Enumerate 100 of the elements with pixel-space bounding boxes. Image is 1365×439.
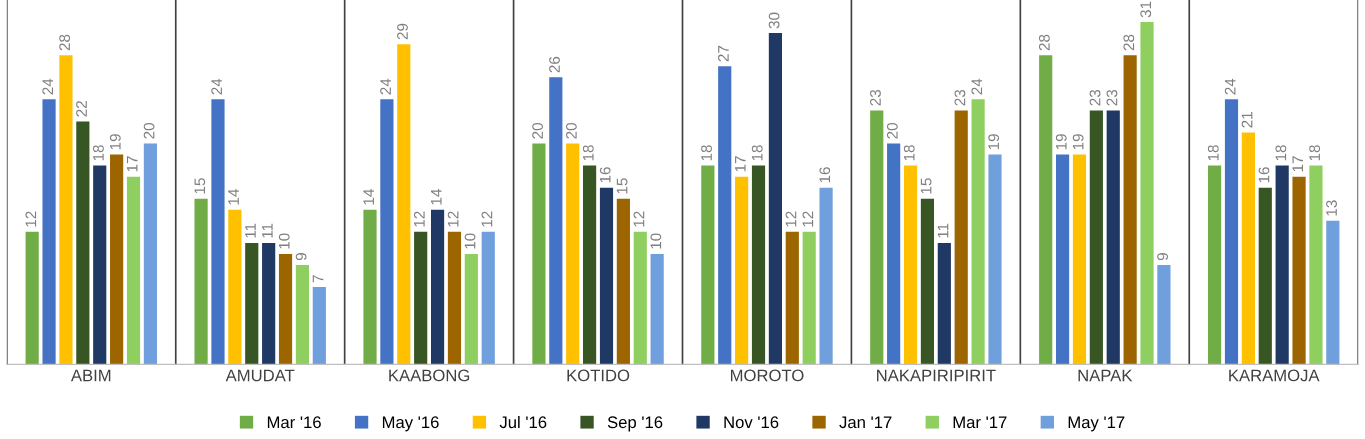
legend-label: Jul '16 bbox=[499, 415, 547, 429]
bar bbox=[887, 143, 901, 365]
bar bbox=[295, 265, 310, 365]
data-label: 20 bbox=[565, 122, 577, 139]
x-tick-label: NAPAK bbox=[1078, 369, 1133, 382]
data-label: 15 bbox=[194, 178, 206, 194]
bar bbox=[988, 154, 1002, 365]
data-label: 15 bbox=[616, 178, 628, 194]
data-label: 12 bbox=[413, 211, 425, 227]
bar bbox=[380, 99, 394, 365]
data-label: 28 bbox=[1123, 34, 1135, 51]
data-label: 12 bbox=[785, 211, 797, 227]
data-label: 9 bbox=[295, 253, 307, 261]
legend-label: Jan '17 bbox=[839, 416, 892, 429]
data-label: 23 bbox=[870, 89, 881, 106]
bar bbox=[819, 187, 833, 365]
bar bbox=[1157, 265, 1171, 365]
data-label: 18 bbox=[1309, 145, 1321, 161]
data-label: 24 bbox=[380, 78, 391, 95]
bar bbox=[937, 242, 951, 365]
bar bbox=[397, 44, 411, 365]
bar bbox=[1309, 165, 1323, 365]
data-label: 18 bbox=[751, 145, 763, 161]
bar bbox=[194, 198, 208, 365]
bar bbox=[1039, 55, 1053, 365]
data-label: 19 bbox=[988, 134, 1000, 150]
data-label: 17 bbox=[735, 156, 746, 172]
data-label: 24 bbox=[211, 78, 222, 95]
data-label: 18 bbox=[582, 145, 594, 161]
bar bbox=[802, 231, 816, 365]
bar bbox=[549, 77, 563, 365]
data-label: 20 bbox=[143, 122, 155, 139]
bar bbox=[971, 99, 985, 365]
data-label: 11 bbox=[262, 223, 273, 238]
bar bbox=[126, 176, 141, 365]
bar bbox=[903, 165, 918, 365]
bar bbox=[414, 231, 428, 365]
bar bbox=[76, 121, 90, 365]
bar bbox=[633, 231, 647, 365]
bar bbox=[25, 231, 39, 365]
bar bbox=[1208, 165, 1222, 365]
data-label: 10 bbox=[278, 233, 290, 249]
bar bbox=[363, 209, 377, 365]
data-label: 7 bbox=[312, 275, 324, 283]
bar bbox=[1072, 154, 1087, 365]
bar bbox=[768, 33, 782, 365]
data-label: 28 bbox=[59, 34, 71, 51]
bar bbox=[262, 242, 276, 365]
data-label: 11 bbox=[937, 223, 949, 238]
x-tick-label: KAABONG bbox=[389, 369, 470, 382]
bar bbox=[1106, 110, 1120, 365]
data-label: 26 bbox=[549, 56, 560, 73]
bar bbox=[532, 143, 546, 365]
data-label: 12 bbox=[447, 211, 459, 227]
data-label: 16 bbox=[599, 167, 611, 183]
bar bbox=[1055, 154, 1070, 365]
bar bbox=[447, 231, 462, 365]
bar bbox=[93, 165, 107, 365]
bar bbox=[245, 242, 259, 365]
data-label: 19 bbox=[109, 134, 121, 150]
data-label: 17 bbox=[126, 156, 138, 172]
bar bbox=[870, 110, 884, 365]
bar bbox=[211, 99, 225, 365]
data-label: 14 bbox=[431, 189, 442, 205]
x-tick-label: ABIM bbox=[70, 369, 111, 382]
bar bbox=[1224, 99, 1239, 365]
bar bbox=[735, 176, 749, 365]
bar bbox=[481, 231, 495, 365]
data-label: 31 bbox=[1140, 1, 1152, 18]
legend-label: May '17 bbox=[1068, 416, 1125, 432]
data-label: 12 bbox=[802, 211, 814, 227]
data-label: 19 bbox=[1055, 134, 1067, 150]
bar bbox=[312, 287, 326, 365]
legend-label: Nov '16 bbox=[724, 416, 779, 429]
bar bbox=[143, 143, 157, 365]
data-label: 28 bbox=[1038, 34, 1050, 51]
data-label: 16 bbox=[1258, 167, 1270, 183]
data-label: 30 bbox=[768, 12, 780, 29]
data-label: 14 bbox=[228, 189, 239, 205]
legend-label: May '16 bbox=[382, 416, 439, 432]
data-label: 14 bbox=[363, 189, 374, 205]
data-label: 15 bbox=[920, 178, 932, 194]
bar bbox=[650, 253, 664, 365]
legend-label: Mar '17 bbox=[953, 416, 1007, 429]
bar bbox=[701, 165, 715, 365]
bar bbox=[1123, 55, 1137, 365]
data-label: 29 bbox=[397, 23, 408, 40]
bar bbox=[751, 165, 766, 365]
data-label: 18 bbox=[93, 145, 104, 161]
data-label: 16 bbox=[819, 167, 831, 183]
bar bbox=[1292, 176, 1306, 365]
data-label: 18 bbox=[1207, 145, 1219, 161]
data-label: 21 bbox=[1241, 112, 1253, 128]
data-label: 10 bbox=[650, 233, 662, 249]
data-label: 22 bbox=[76, 101, 87, 117]
bar bbox=[785, 231, 799, 365]
bar bbox=[920, 198, 935, 365]
bar bbox=[599, 187, 614, 365]
bar bbox=[616, 198, 630, 365]
data-label: 11 bbox=[245, 223, 256, 238]
